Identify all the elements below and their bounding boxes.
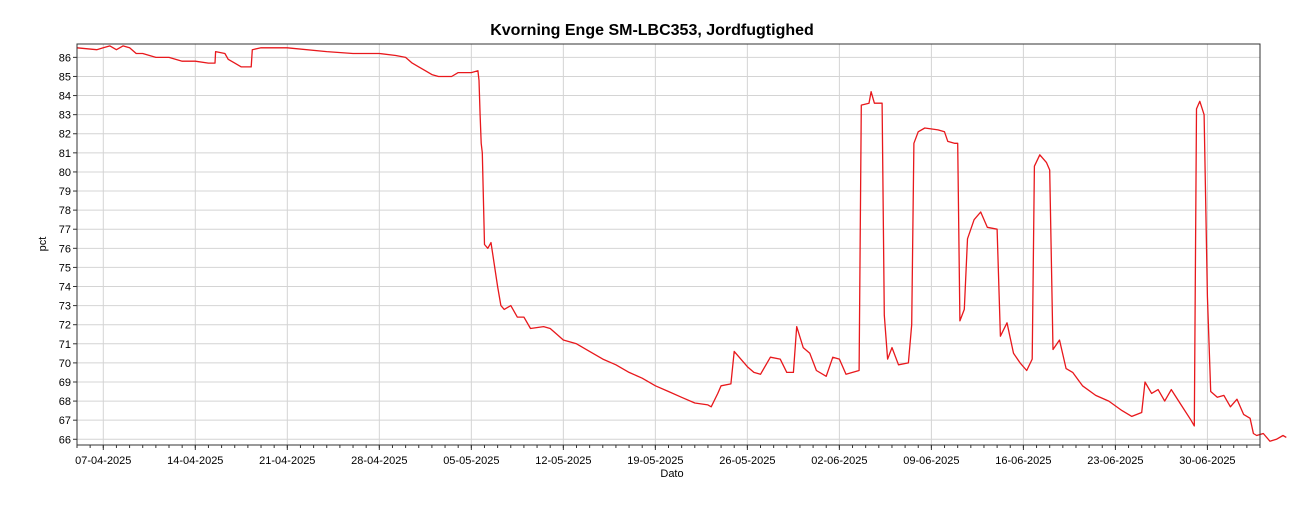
grid [77, 44, 1260, 445]
y-tick-label: 70 [59, 358, 71, 370]
x-tick-label: 30-06-2025 [1179, 455, 1235, 467]
x-tick-label: 07-04-2025 [75, 455, 131, 467]
y-tick-label: 79 [59, 186, 71, 198]
y-tick-label: 80 [59, 167, 71, 179]
y-tick-label: 73 [59, 301, 71, 313]
x-tick-label: 21-04-2025 [259, 455, 315, 467]
y-tick-label: 78 [59, 205, 71, 217]
y-tick-label: 69 [59, 377, 71, 389]
y-tick-label: 74 [59, 282, 71, 294]
y-tick-label: 77 [59, 224, 71, 236]
y-tick-label: 75 [59, 262, 71, 274]
x-tick-label: 14-04-2025 [167, 455, 223, 467]
y-tick-label: 68 [59, 396, 71, 408]
x-tick-label: 12-05-2025 [535, 455, 591, 467]
x-tick-label: 09-06-2025 [903, 455, 959, 467]
y-tick-label: 84 [59, 91, 71, 103]
x-tick-label: 28-04-2025 [351, 455, 407, 467]
y-tick-label: 76 [59, 243, 71, 255]
x-tick-label: 19-05-2025 [627, 455, 683, 467]
y-tick-label: 81 [59, 148, 71, 160]
x-tick-label: 16-06-2025 [995, 455, 1051, 467]
y-axis-label: pct [37, 237, 49, 252]
x-tick-label: 02-06-2025 [811, 455, 867, 467]
x-tick-label: 26-05-2025 [719, 455, 775, 467]
y-tick-label: 72 [59, 320, 71, 332]
chart-title: Kvorning Enge SM-LBC353, Jordfugtighed [490, 22, 814, 39]
y-tick-label: 67 [59, 415, 71, 427]
x-tick-label: 05-05-2025 [443, 455, 499, 467]
y-tick-label: 66 [59, 434, 71, 446]
series-line [76, 45, 1287, 442]
y-axis: 66 67 68 69 70 71 72 73 74 75 76 77 78 79 80 81 82 83 84 85… [59, 52, 77, 446]
y-tick-label: 85 [59, 71, 71, 83]
series-layer [76, 45, 1287, 442]
x-axis-label: Dato [660, 468, 683, 480]
x-tick-label: 23-06-2025 [1087, 455, 1143, 467]
y-tick-label: 83 [59, 110, 71, 122]
x-axis: 07-04-2025 14-04-2025 21-04-2025 28-04-2025… [75, 445, 1261, 467]
y-tick-label: 82 [59, 129, 71, 141]
y-tick-label: 86 [59, 52, 71, 64]
y-tick-label: 71 [59, 339, 71, 351]
